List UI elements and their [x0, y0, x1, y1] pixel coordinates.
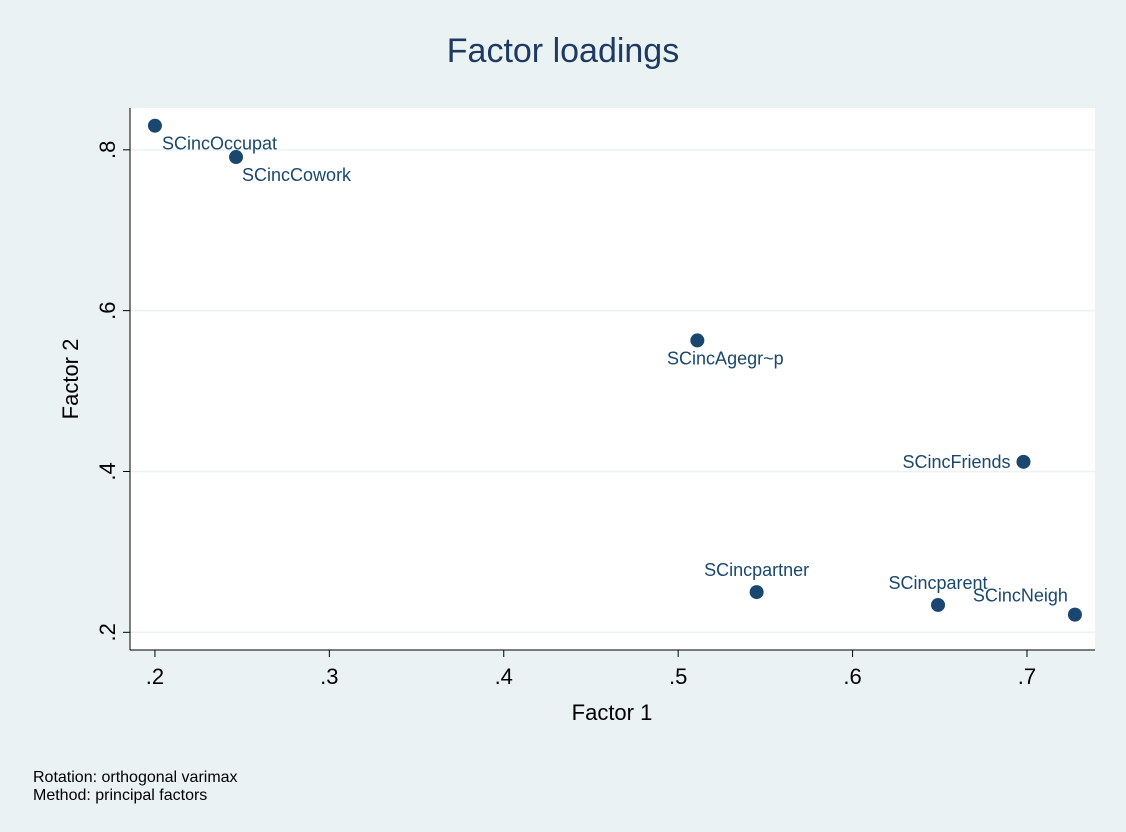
point — [1067, 607, 1082, 622]
point-label: SCincAgegr~p — [667, 348, 784, 368]
y-tick-label: .8 — [95, 141, 120, 159]
point-label: SCincCowork — [242, 165, 352, 185]
x-tick-label: .7 — [1018, 664, 1036, 689]
y-tick-label: .2 — [95, 623, 120, 641]
point — [690, 333, 705, 348]
point — [749, 585, 764, 600]
point-label: SCincpartner — [704, 560, 809, 580]
x-tick-label: .4 — [495, 664, 513, 689]
x-axis-title: Factor 1 — [572, 700, 653, 725]
x-tick-label: .2 — [146, 664, 164, 689]
y-axis-title: Factor 2 — [58, 339, 83, 420]
point — [931, 597, 946, 612]
y-tick-label: .6 — [95, 301, 120, 319]
plot-area — [130, 108, 1095, 650]
point-label: SCincOccupat — [162, 134, 277, 154]
chart-title: Factor loadings — [447, 32, 679, 70]
x-tick-label: .6 — [843, 664, 861, 689]
point — [147, 118, 162, 133]
x-tick-label: .5 — [669, 664, 687, 689]
point — [229, 150, 244, 165]
point — [1016, 454, 1031, 469]
note: Method: principal factors — [33, 787, 207, 804]
point-label: SCincFriends — [902, 452, 1010, 472]
y-tick-label: .4 — [95, 462, 120, 480]
point-label: SCincNeigh — [973, 586, 1068, 606]
point-label: SCincparent — [889, 573, 988, 593]
x-tick-label: .3 — [320, 664, 338, 689]
note: Rotation: orthogonal varimax — [33, 769, 238, 786]
